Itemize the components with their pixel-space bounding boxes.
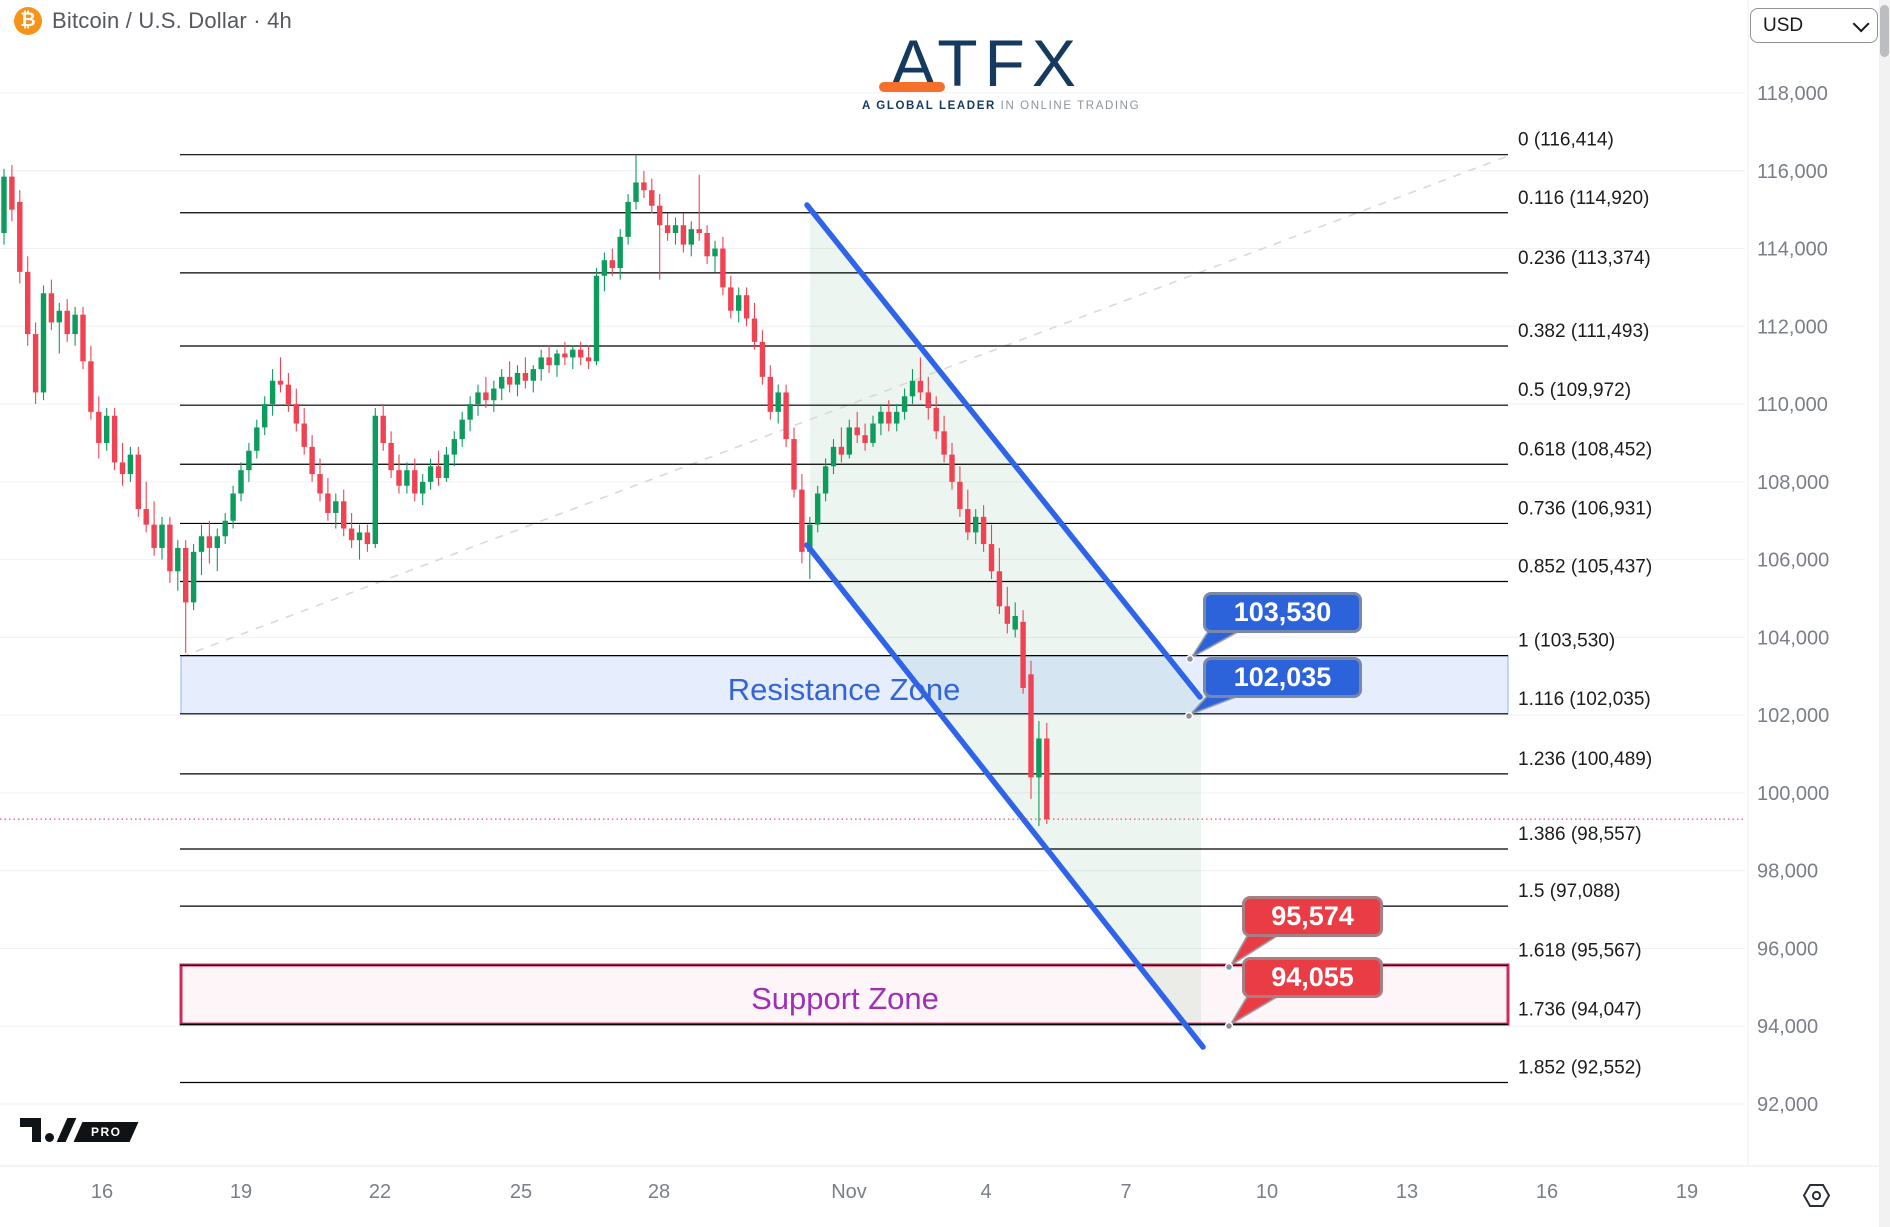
svg-text:106,000: 106,000 — [1757, 550, 1829, 572]
svg-text:1 (103,530): 1 (103,530) — [1518, 631, 1615, 652]
atfx-orange-bar-icon — [879, 82, 946, 92]
tv-logo-bar-icon — [20, 1118, 41, 1127]
tv-logo-stem-icon — [32, 1118, 41, 1142]
svg-text:Nov: Nov — [831, 1181, 867, 1203]
currency-value: USD — [1763, 14, 1804, 36]
svg-text:16: 16 — [91, 1181, 113, 1203]
svg-text:94,000: 94,000 — [1757, 1016, 1818, 1038]
svg-text:13: 13 — [1396, 1181, 1418, 1203]
svg-text:0.116 (114,920): 0.116 (114,920) — [1518, 188, 1649, 209]
svg-text:104,000: 104,000 — [1757, 627, 1829, 649]
svg-text:102,000: 102,000 — [1757, 705, 1829, 727]
svg-text:25: 25 — [510, 1181, 532, 1203]
svg-text:114,000: 114,000 — [1757, 239, 1828, 261]
svg-text:1.736 (94,047): 1.736 (94,047) — [1518, 999, 1642, 1020]
scrollbar-thumb[interactable] — [1880, 5, 1889, 57]
price-callout-94055[interactable]: 94,055 — [1242, 957, 1383, 998]
svg-text:112,000: 112,000 — [1757, 316, 1828, 338]
svg-text:10: 10 — [1256, 1181, 1278, 1203]
svg-text:100,000: 100,000 — [1757, 783, 1829, 805]
svg-text:0.236 (113,374): 0.236 (113,374) — [1518, 248, 1651, 269]
svg-text:98,000: 98,000 — [1757, 861, 1818, 883]
bitcoin-icon: ₿ — [14, 7, 42, 35]
time-axis: 16 19 22 25 28 Nov 4 7 10 13 16 19 — [91, 1181, 1698, 1203]
atfx-tagline: A GLOBAL LEADER IN ONLINE TRADING — [862, 100, 1141, 112]
channel-fill — [810, 205, 1201, 1047]
currency-dropdown[interactable]: USD — [1750, 8, 1878, 43]
svg-text:96,000: 96,000 — [1757, 938, 1818, 960]
svg-text:1.116 (102,035): 1.116 (102,035) — [1518, 689, 1651, 710]
price-callout-95574[interactable]: 95,574 — [1242, 896, 1383, 937]
svg-text:19: 19 — [230, 1181, 252, 1203]
svg-text:1.386 (98,557): 1.386 (98,557) — [1518, 824, 1642, 845]
candles — [1, 154, 1050, 826]
price-axis: 118,000 116,000 114,000 112,000 110,000 108,0… — [1757, 83, 1829, 1116]
tv-logo-dot-icon — [45, 1133, 54, 1142]
svg-text:16: 16 — [1536, 1181, 1558, 1203]
symbol-header[interactable]: ₿ Bitcoin / U.S. Dollar · 4h — [14, 7, 292, 35]
svg-text:19: 19 — [1676, 1181, 1698, 1203]
fibonacci-levels: 0 (116,414) 0.116 (114,920) 0.236 (113,374… — [180, 130, 1652, 1084]
symbol-title: Bitcoin / U.S. Dollar · 4h — [52, 8, 292, 33]
svg-text:7: 7 — [1120, 1181, 1131, 1203]
svg-text:0.736 (106,931): 0.736 (106,931) — [1518, 498, 1652, 519]
scrollbar[interactable] — [1879, 0, 1890, 1227]
svg-text:22: 22 — [369, 1181, 391, 1203]
atfx-wordmark: ATFX — [879, 30, 1083, 96]
settings-gear-icon[interactable] — [1803, 1183, 1830, 1208]
svg-text:28: 28 — [648, 1181, 670, 1203]
svg-text:0.618 (108,452): 0.618 (108,452) — [1518, 439, 1652, 460]
svg-text:118,000: 118,000 — [1757, 83, 1828, 105]
svg-text:0 (116,414): 0 (116,414) — [1518, 130, 1614, 151]
svg-text:1.618 (95,567): 1.618 (95,567) — [1518, 940, 1642, 961]
svg-text:1.5 (97,088): 1.5 (97,088) — [1518, 881, 1620, 902]
chevron-down-icon — [1852, 14, 1870, 32]
descending-channel — [804, 202, 1206, 1050]
svg-text:0.382 (111,493): 0.382 (111,493) — [1518, 321, 1649, 342]
svg-text:1.852 (92,552): 1.852 (92,552) — [1518, 1058, 1642, 1079]
svg-text:92,000: 92,000 — [1757, 1094, 1818, 1116]
price-callout-103530[interactable]: 103,530 — [1203, 592, 1362, 633]
dashed-trendline — [180, 155, 1509, 658]
svg-text:116,000: 116,000 — [1757, 161, 1828, 183]
svg-text:1.236 (100,489): 1.236 (100,489) — [1518, 749, 1652, 770]
pro-badge: PRO — [73, 1122, 139, 1142]
svg-text:4: 4 — [980, 1181, 991, 1203]
svg-text:110,000: 110,000 — [1757, 394, 1828, 416]
gridlines — [0, 0, 1890, 1167]
svg-text:108,000: 108,000 — [1757, 472, 1829, 494]
atfx-logo: ATFX A GLOBAL LEADER IN ONLINE TRADING — [862, 30, 1141, 112]
svg-text:0.5 (109,972): 0.5 (109,972) — [1518, 380, 1631, 401]
svg-text:0.852 (105,437): 0.852 (105,437) — [1518, 557, 1652, 578]
price-callout-102035[interactable]: 102,035 — [1203, 657, 1362, 698]
